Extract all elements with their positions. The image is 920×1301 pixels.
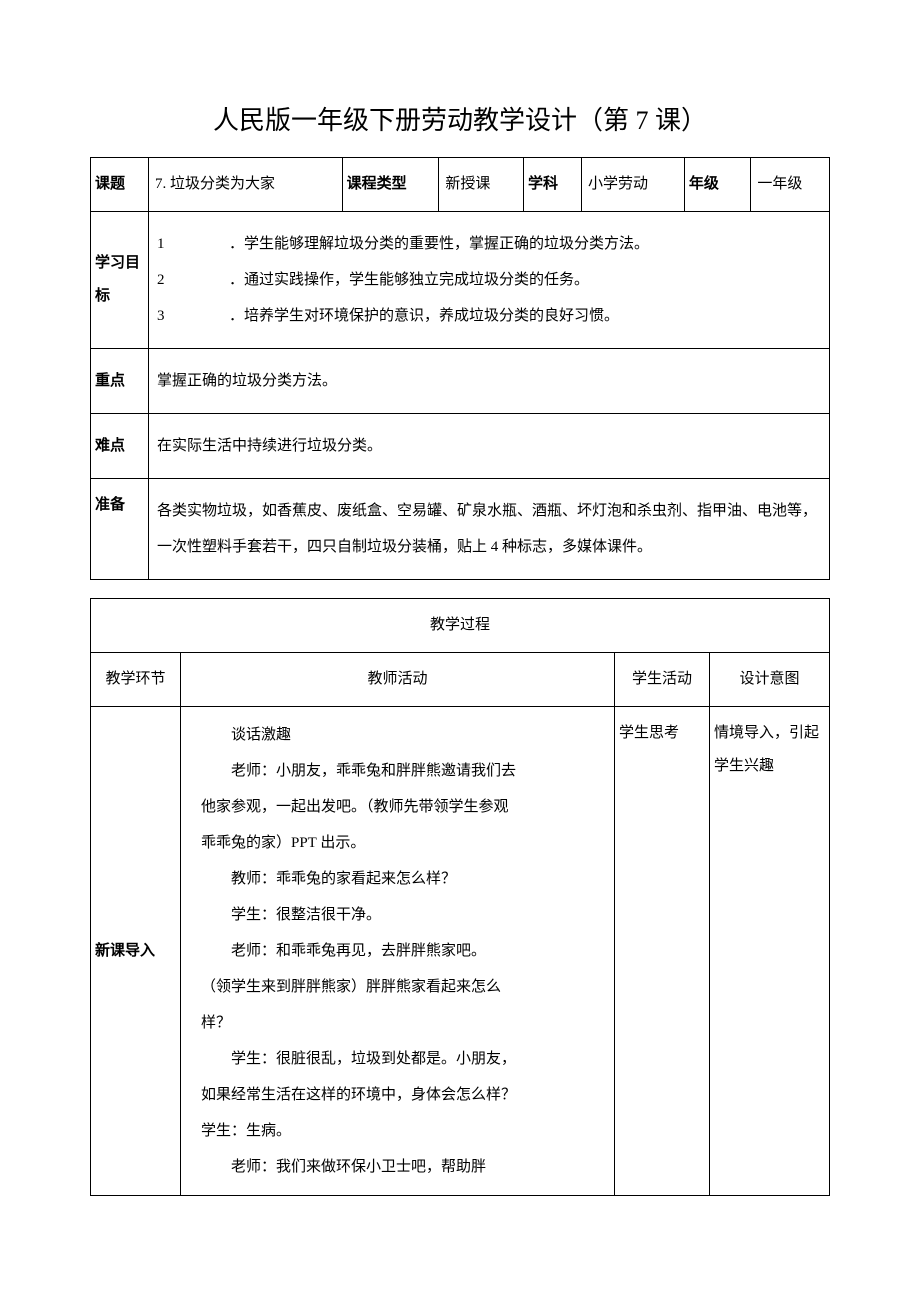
keypoint-row: 重点 掌握正确的垃圾分类方法。 [91,349,830,414]
topic-value: 7. 垃圾分类为大家 [149,158,343,212]
objective-num: 3 [157,298,169,334]
teaching-process-table: 教学过程 教学环节 教师活动 学生活动 设计意图 新课导入 谈话激趣老师：小朋友… [90,598,830,1196]
process-columns-row: 教学环节 教师活动 学生活动 设计意图 [91,653,830,707]
col-student: 学生活动 [615,653,710,707]
grade-label: 年级 [684,158,751,212]
teacher-line: 老师：小朋友，乖乖兔和胖胖熊邀请我们去 [201,753,594,789]
subject-label: 学科 [523,158,581,212]
teacher-line: 他家参观，一起出发吧。（教师先带领学生参观 [201,789,594,825]
subject-value: 小学劳动 [582,158,685,212]
intro-teacher-activity: 谈话激趣老师：小朋友，乖乖兔和胖胖熊邀请我们去他家参观，一起出发吧。（教师先带领… [181,707,615,1196]
teacher-line: 老师：我们来做环保小卫士吧，帮助胖 [201,1149,594,1185]
course-type-value: 新授课 [439,158,524,212]
teacher-line: 如果经常生活在这样的环境中，身体会怎么样？ [201,1077,594,1113]
objectives-content: 1 ．学生能够理解垃圾分类的重要性，掌握正确的垃圾分类方法。 2 ．通过实践操作… [149,212,830,349]
meta-row: 课题 7. 垃圾分类为大家 课程类型 新授课 学科 小学劳动 年级 一年级 [91,158,830,212]
process-header: 教学过程 [91,599,830,653]
intro-design-intent: 情境导入，引起学生兴趣 [710,707,830,1196]
process-header-row: 教学过程 [91,599,830,653]
intro-row: 新课导入 谈话激趣老师：小朋友，乖乖兔和胖胖熊邀请我们去他家参观，一起出发吧。（… [91,707,830,1196]
objective-text: ．培养学生对环境保护的意识，养成垃圾分类的良好习惯。 [169,298,619,334]
teacher-line: 学生：生病。 [201,1113,594,1149]
difficulty-content: 在实际生活中持续进行垃圾分类。 [149,414,830,479]
document-title: 人民版一年级下册劳动教学设计（第 7 课） [90,100,830,137]
col-intent: 设计意图 [710,653,830,707]
teacher-line: 老师：和乖乖兔再见，去胖胖熊家吧。 [201,933,594,969]
teacher-line: 谈话激趣 [201,717,594,753]
objective-text: ．学生能够理解垃圾分类的重要性，掌握正确的垃圾分类方法。 [169,226,649,262]
intro-stage-label: 新课导入 [91,707,181,1196]
difficulty-label: 难点 [91,414,149,479]
lesson-info-table: 课题 7. 垃圾分类为大家 课程类型 新授课 学科 小学劳动 年级 一年级 学习… [90,157,830,580]
teacher-line: 乖乖兔的家）PPT 出示。 [201,825,594,861]
keypoint-content: 掌握正确的垃圾分类方法。 [149,349,830,414]
teacher-line: （领学生来到胖胖熊家）胖胖熊家看起来怎么 [201,969,594,1005]
preparation-content: 各类实物垃圾，如香蕉皮、废纸盒、空易罐、矿泉水瓶、酒瓶、坏灯泡和杀虫剂、指甲油、… [149,479,830,580]
col-stage: 教学环节 [91,653,181,707]
grade-value: 一年级 [751,158,830,212]
course-type-label: 课程类型 [342,158,439,212]
intro-student-activity: 学生思考 [615,707,710,1196]
teacher-line: 学生：很整洁很干净。 [201,897,594,933]
teacher-line: 学生：很脏很乱，垃圾到处都是。小朋友， [201,1041,594,1077]
teacher-line: 样？ [201,1005,594,1041]
objective-num: 2 [157,262,169,298]
col-teacher: 教师活动 [181,653,615,707]
preparation-row: 准备 各类实物垃圾，如香蕉皮、废纸盒、空易罐、矿泉水瓶、酒瓶、坏灯泡和杀虫剂、指… [91,479,830,580]
objectives-row: 学习目标 1 ．学生能够理解垃圾分类的重要性，掌握正确的垃圾分类方法。 2 ．通… [91,212,830,349]
topic-label: 课题 [91,158,149,212]
objective-item: 1 ．学生能够理解垃圾分类的重要性，掌握正确的垃圾分类方法。 [157,226,821,262]
objective-text: ．通过实践操作，学生能够独立完成垃圾分类的任务。 [169,262,589,298]
objectives-label: 学习目标 [91,212,149,349]
objective-item: 3 ．培养学生对环境保护的意识，养成垃圾分类的良好习惯。 [157,298,821,334]
objective-item: 2 ．通过实践操作，学生能够独立完成垃圾分类的任务。 [157,262,821,298]
difficulty-row: 难点 在实际生活中持续进行垃圾分类。 [91,414,830,479]
keypoint-label: 重点 [91,349,149,414]
teacher-line: 教师：乖乖兔的家看起来怎么样？ [201,861,594,897]
objective-num: 1 [157,226,169,262]
preparation-label: 准备 [91,479,149,580]
